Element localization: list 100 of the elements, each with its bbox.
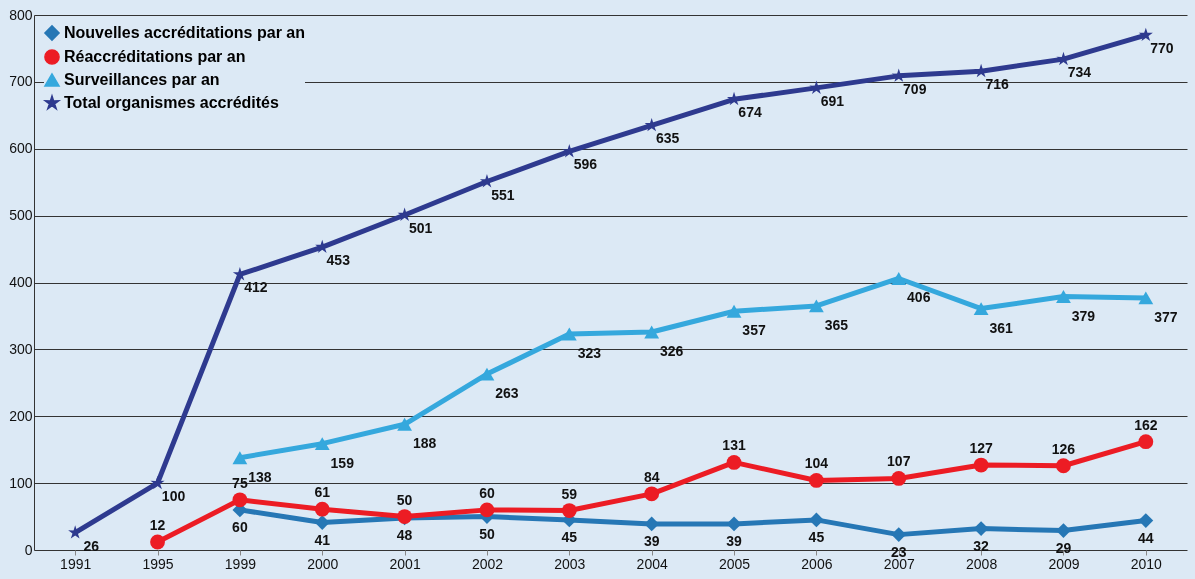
point bbox=[808, 299, 824, 313]
point bbox=[314, 515, 330, 530]
data-label: 357 bbox=[742, 322, 766, 339]
point bbox=[644, 325, 660, 339]
data-label: 159 bbox=[330, 454, 355, 471]
y-tick-label: 400 bbox=[9, 274, 33, 290]
point bbox=[561, 327, 577, 341]
data-label: 61 bbox=[314, 484, 331, 501]
data-label: 126 bbox=[1051, 440, 1076, 457]
x-tick-label: 1991 bbox=[60, 555, 92, 572]
data-label: 691 bbox=[820, 92, 845, 109]
point bbox=[726, 304, 742, 318]
point bbox=[1138, 434, 1154, 450]
x-tick-label: 2004 bbox=[636, 555, 668, 572]
point bbox=[1056, 523, 1071, 539]
data-label: 100 bbox=[161, 488, 186, 505]
data-label: 60 bbox=[479, 484, 495, 501]
legend-label: Réaccréditations par an bbox=[64, 48, 246, 65]
data-label: 39 bbox=[643, 532, 660, 549]
data-label: 107 bbox=[887, 453, 911, 470]
x-tick-label: 2008 bbox=[966, 555, 998, 572]
x-tick-label: 1999 bbox=[224, 555, 257, 572]
point bbox=[314, 501, 330, 517]
x-tick-label: 2009 bbox=[1048, 555, 1080, 572]
point bbox=[891, 527, 907, 543]
point bbox=[150, 534, 165, 550]
data-label: 32 bbox=[973, 537, 990, 554]
data-label: 734 bbox=[1067, 64, 1092, 81]
y-tick-label: 0 bbox=[24, 541, 33, 558]
point bbox=[973, 521, 989, 537]
y-tick-label: 100 bbox=[9, 474, 33, 491]
point bbox=[973, 302, 989, 315]
point bbox=[973, 457, 989, 473]
data-label: 412 bbox=[244, 279, 268, 296]
y-tick-label: 200 bbox=[9, 407, 33, 424]
data-label: 26 bbox=[83, 537, 100, 554]
data-label: 323 bbox=[577, 344, 602, 361]
point bbox=[1138, 27, 1153, 42]
data-label: 50 bbox=[479, 525, 495, 542]
data-label: 127 bbox=[969, 440, 993, 457]
data-label: 60 bbox=[232, 518, 248, 535]
data-label: 361 bbox=[989, 319, 1013, 336]
point bbox=[232, 267, 247, 281]
data-label: 48 bbox=[396, 526, 413, 543]
x-tick-label: 2000 bbox=[307, 555, 339, 572]
point bbox=[808, 473, 824, 488]
data-label: 377 bbox=[1154, 308, 1178, 325]
point bbox=[891, 471, 907, 486]
point bbox=[644, 486, 660, 502]
point bbox=[1138, 513, 1154, 528]
point bbox=[232, 451, 248, 465]
data-label: 45 bbox=[808, 528, 825, 545]
data-label: 50 bbox=[396, 491, 413, 508]
point bbox=[1056, 458, 1071, 474]
x-tick-label: 2001 bbox=[389, 555, 421, 572]
point bbox=[726, 454, 742, 470]
data-label: 379 bbox=[1071, 307, 1096, 324]
legend-label: Total organismes accrédités bbox=[64, 94, 279, 111]
data-label: 162 bbox=[1134, 416, 1158, 433]
data-label: 188 bbox=[412, 435, 437, 452]
x-tick-label: 2005 bbox=[718, 555, 751, 572]
data-label: 674 bbox=[738, 104, 762, 121]
point bbox=[232, 492, 248, 508]
point bbox=[150, 475, 165, 490]
x-tick-label: 2003 bbox=[554, 555, 586, 572]
data-label: 709 bbox=[903, 80, 927, 97]
point bbox=[726, 516, 742, 532]
y-tick-label: 800 bbox=[9, 6, 33, 23]
point bbox=[479, 502, 495, 518]
point bbox=[561, 503, 577, 518]
data-label: 551 bbox=[491, 186, 515, 203]
data-label: 770 bbox=[1150, 40, 1174, 57]
x-tick-label: 2002 bbox=[471, 555, 504, 572]
data-label: 12 bbox=[149, 516, 166, 533]
data-label: 84 bbox=[643, 468, 660, 485]
point bbox=[314, 437, 330, 451]
x-tick-label: 2010 bbox=[1130, 555, 1163, 572]
legend-label: Nouvelles accréditations par an bbox=[64, 24, 305, 41]
legend-label: Surveillances par an bbox=[64, 71, 220, 88]
data-label: 501 bbox=[408, 219, 433, 236]
data-label: 45 bbox=[561, 528, 578, 545]
y-tick-label: 700 bbox=[9, 73, 33, 90]
data-label: 406 bbox=[907, 289, 931, 306]
y-tick-label: 500 bbox=[9, 207, 33, 224]
data-label: 44 bbox=[1138, 529, 1154, 546]
point bbox=[1056, 290, 1071, 303]
y-tick-label: 300 bbox=[9, 340, 33, 357]
point bbox=[479, 367, 495, 381]
data-label: 365 bbox=[824, 316, 849, 333]
data-label: 453 bbox=[326, 252, 351, 269]
data-label: 131 bbox=[722, 437, 746, 454]
point bbox=[891, 272, 907, 285]
point bbox=[1138, 291, 1154, 305]
data-label: 263 bbox=[495, 385, 519, 402]
point bbox=[397, 417, 413, 431]
data-label: 596 bbox=[573, 156, 598, 173]
data-label: 41 bbox=[314, 531, 331, 548]
data-label: 39 bbox=[726, 532, 743, 549]
data-label: 138 bbox=[248, 468, 272, 485]
data-label: 59 bbox=[561, 485, 578, 502]
